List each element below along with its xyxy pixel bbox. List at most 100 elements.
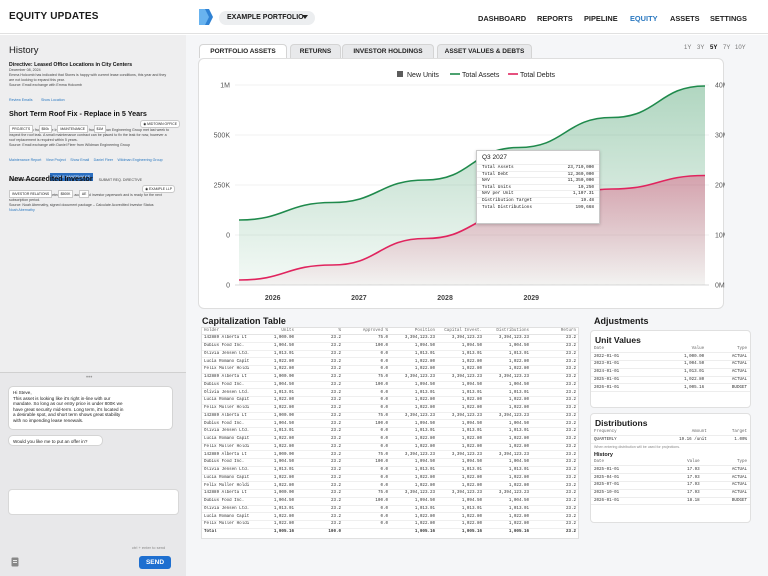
table-cell: 0.0 (343, 427, 390, 436)
column-header[interactable]: % (296, 328, 343, 335)
table-row[interactable]: Lucia Romano Capit 1,022.80 23.2 0.0 1,022.8… (202, 474, 578, 483)
table-row[interactable]: 142889 Alberta Lt 1,000.00 23.2 75.0 3,394,1… (202, 334, 578, 343)
table-cell: 23.2 (531, 450, 578, 459)
table-row[interactable]: 2026-01-01 18.18 BUDGET (591, 497, 750, 506)
range-1y[interactable]: 1Y (684, 45, 692, 51)
table-cell: 1,022.80 (390, 357, 437, 366)
table-row[interactable]: 142889 Alberta Lt 1,000.00 23.2 75.0 3,394,1… (202, 450, 578, 459)
nav-equity[interactable]: EQUITY (630, 14, 658, 23)
history-item[interactable]: Short Term Roof Fix - Replace in 5 Years… (9, 109, 181, 186)
tooltip-label: Total Distributions (477, 203, 553, 210)
history-item[interactable]: New Accredited Investor INVESTOR RELATIO… (9, 174, 181, 213)
table-row[interactable]: Olivia Jensen Ltd. 1,013.01 23.2 0.0 1,013.0… (202, 427, 578, 436)
column-header[interactable]: Capital Invest. (437, 328, 484, 335)
table-row[interactable]: Felix Muller Holdi 1,022.80 23.2 0.0 1,022.8… (202, 404, 578, 413)
table-row[interactable]: 142889 Alberta Lt 1,000.00 23.2 75.0 3,394,1… (202, 489, 578, 498)
tab-returns[interactable]: RETURNS (290, 44, 341, 58)
investor-name-link[interactable]: Noah Abernathy (9, 208, 35, 212)
table-row[interactable]: Felix Muller Holdi 1,022.80 23.2 0.0 1,022.8… (202, 481, 578, 490)
table-row[interactable]: Felix Muller Holdi 1,022.80 23.2 0.0 1,022.8… (202, 365, 578, 374)
history-item-title: New Accredited Investor (9, 174, 93, 183)
table-cell: 0.0 (343, 443, 390, 452)
table-row[interactable]: 2026-01-01 1,005.16 BUDGET (591, 383, 750, 393)
table-row[interactable]: Dubius Food Inc. 1,004.50 23.2 100.0 1,094.5… (202, 497, 578, 506)
contact-link[interactable]: Daniel Fleer (93, 158, 114, 162)
table-row[interactable]: Lucia Romano Capit 1,022.80 23.2 0.0 1,022.8… (202, 435, 578, 444)
table-row[interactable]: Felix Muller Holdi 1,022.80 23.2 0.0 1,022.8… (202, 520, 578, 529)
table-row[interactable]: 2022-01-01 1,000.00 ACTUAL (591, 352, 750, 362)
view-project-link[interactable]: View Project (45, 158, 66, 162)
table-cell: 1,004.50 (249, 419, 296, 428)
portfolio-select[interactable]: EXAMPLE PORTFOLIO (219, 11, 315, 25)
show-email-link[interactable]: Show Email (70, 158, 90, 162)
tab-investor-holdings[interactable]: INVESTOR HOLDINGS (342, 44, 434, 58)
table-row[interactable]: Dubius Food Inc. 1,004.50 23.2 100.0 1,094.5… (202, 458, 578, 467)
range-10y[interactable]: 10Y (735, 45, 746, 51)
investor-chip[interactable]: ◉ EXAMPLE LLP (142, 185, 175, 193)
table-row[interactable]: 2025-07-01 17.93 ACTUAL (591, 481, 750, 490)
range-5y[interactable]: 5Y (710, 45, 718, 51)
table-row[interactable]: Olivia Jensen Ltd. 1,013.01 23.2 0.0 1,013.0… (202, 388, 578, 397)
tab-portfolio-assets[interactable]: PORTFOLIO ASSETS (199, 44, 287, 58)
column-header[interactable]: Holder (202, 328, 249, 335)
table-row[interactable]: Lucia Romano Capit 1,022.80 23.2 0.0 1,022.8… (202, 512, 578, 521)
company-link[interactable]: Wildman Engineering Group (117, 158, 163, 162)
table-row[interactable]: Olivia Jensen Ltd. 1,013.01 23.2 0.0 1,013.0… (202, 505, 578, 514)
table-row[interactable]: 2024-01-01 1,013.01 ACTUAL (591, 368, 750, 377)
chat-message-line: have great security mid-term. Long term,… (13, 406, 124, 412)
total-debts-line[interactable] (238, 174, 706, 281)
history-item[interactable]: Directive: Leased Office Locations in Ci… (9, 62, 181, 106)
legend-label[interactable]: Total Debts (520, 72, 556, 79)
table-row[interactable]: Olivia Jensen Ltd. 1,013.01 23.2 0.0 1,013.0… (202, 350, 578, 359)
show-location-link[interactable]: Show Location (41, 98, 65, 102)
table-cell: 1,004.50 (249, 497, 296, 506)
table-row[interactable]: 2025-10-01 17.93 ACTUAL (591, 489, 750, 498)
legend-label[interactable]: Total Assets (462, 72, 500, 79)
table-cell: 1,094.50 (437, 419, 484, 428)
nav-reports[interactable]: REPORTS (537, 14, 573, 23)
table-row[interactable]: 2025-01-01 17.93 ACTUAL (591, 465, 750, 475)
table-row[interactable]: Felix Muller Holdi 1,022.80 23.2 0.0 1,022.8… (202, 443, 578, 452)
table-row[interactable]: Dubius Food Inc. 1,004.50 23.2 100.0 1,094.5… (202, 342, 578, 351)
column-header[interactable]: Approved % (343, 328, 390, 335)
table-row[interactable]: Lucia Romano Capit 1,022.80 23.2 0.0 1,022.8… (202, 357, 578, 366)
table-row[interactable]: Lucia Romano Capit 1,022.80 23.2 0.0 1,022.8… (202, 396, 578, 405)
table-row[interactable]: Dubius Food Inc. 1,004.50 23.2 100.0 1,094.5… (202, 419, 578, 428)
review-emails-link[interactable]: Review Emails (9, 98, 33, 102)
column-header[interactable]: Position (390, 328, 437, 335)
column-header[interactable]: Return (531, 328, 578, 335)
legend-label[interactable]: New Units (407, 72, 439, 79)
send-button[interactable]: SEND (139, 556, 171, 569)
chat-input[interactable] (8, 489, 179, 515)
scope-maintenance-button[interactable]: SCOPE MAINTENANCE (49, 172, 94, 181)
table-row[interactable]: 2023-01-01 1,004.50 ACTUAL (591, 360, 750, 369)
portfolio-chart[interactable]: 1M 500K 250K 0 0 40M 30M 20M 10M 0M 2026 2027 2028 20… (199, 59, 729, 310)
location-chip[interactable]: ◉ MIDTOWN OFFICE (140, 120, 180, 128)
column-header[interactable]: Units (249, 328, 296, 335)
table-cell: 1,022.80 (484, 443, 531, 452)
table-row[interactable]: QUARTERLY 19.16 /unit 1.00% (591, 435, 750, 445)
table-row[interactable]: Olivia Jensen Ltd. 1,013.01 23.2 0.0 1,013.0… (202, 466, 578, 475)
table-row[interactable]: 2025-04-01 17.93 ACTUAL (591, 473, 750, 482)
table-cell: 1,022.80 (484, 481, 531, 490)
attachment-icon[interactable] (11, 557, 19, 567)
range-3y[interactable]: 3Y (697, 45, 705, 51)
tooltip-label: NAV per Unit (477, 190, 553, 197)
table-row[interactable]: 2025-01-01 1,022.80 ACTUAL (591, 376, 750, 385)
table-row[interactable]: Dubius Food Inc. 1,004.50 23.2 100.0 1,094.5… (202, 381, 578, 390)
submit-directive-link[interactable]: SUBMIT REQ. DIRECTIVE (98, 178, 143, 182)
column-header[interactable]: Distributions (484, 328, 531, 335)
nav-pipeline[interactable]: PIPELINE (584, 14, 618, 23)
table-cell: 1,022.80 (484, 435, 531, 444)
table-row[interactable]: 142889 Alberta Lt 1,000.00 23.2 75.0 3,394,1… (202, 373, 578, 382)
nav-settings[interactable]: SETTINGS (710, 14, 747, 23)
tab-asset-values-debts[interactable]: ASSET VALUES & DEBTS (437, 44, 532, 58)
maintenance-report-link[interactable]: Maintenance Report (9, 158, 42, 162)
table-cell: Felix Muller Holdi (202, 365, 249, 374)
table-row[interactable]: 142889 Alberta Lt 1,000.00 23.2 75.0 3,394,1… (202, 412, 578, 421)
range-7y[interactable]: 7Y (723, 45, 731, 51)
drag-handle[interactable]: ••• (86, 375, 93, 381)
nav-assets[interactable]: ASSETS (670, 14, 700, 23)
nav-dashboard[interactable]: DASHBOARD (478, 14, 527, 23)
